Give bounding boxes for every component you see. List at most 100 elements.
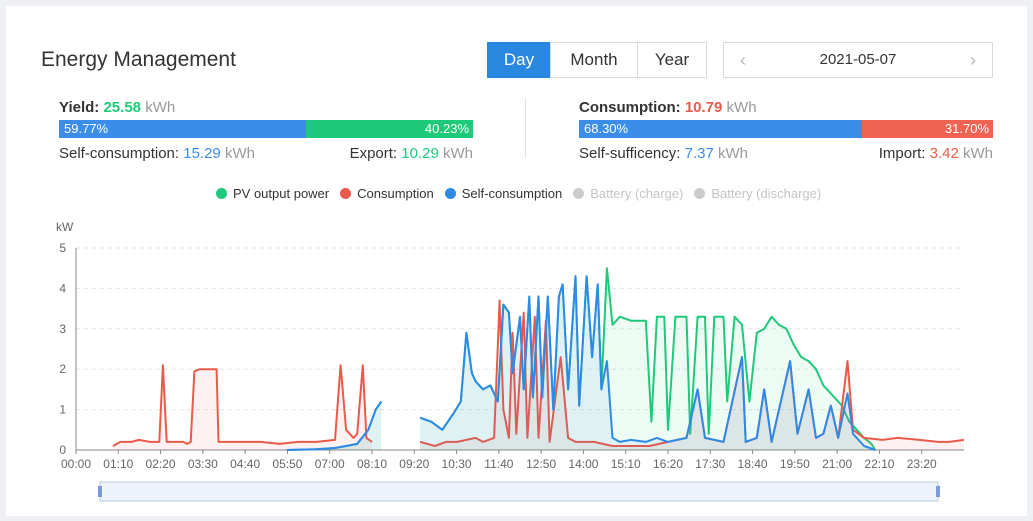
self-sufficiency-label: Self-sufficency: [579,145,681,162]
date-value[interactable]: 2021-05-07 [819,51,897,68]
import-stat: Import: 3.42 kWh [879,145,993,162]
x-tick-label: 15:10 [611,457,641,471]
series-area [113,365,372,450]
legend-self-consumption-label: Self-consumption [461,186,563,201]
consumption-value: 10.79 [684,99,723,116]
tab-day[interactable]: Day [487,42,551,78]
self-sufficiency-value: 7.37 [684,145,714,162]
battery-charge-dot-icon [573,188,585,199]
y-axis-ticks: 0 1 2 3 4 5 [59,241,66,457]
legend-consumption-label: Consumption [357,186,434,201]
yield-unit: kWh [145,99,176,116]
self-sufficiency-segment: 68.30% [579,120,862,138]
y-axis-label: kW [56,220,74,234]
page-title: Energy Management [41,48,236,71]
x-tick-label: 16:20 [653,457,683,471]
import-value: 3.42 [929,145,959,162]
y-tick-label: 1 [59,403,66,417]
x-tick-label: 18:40 [738,457,768,471]
series-line [286,400,383,451]
x-tick-label: 05:50 [272,457,302,471]
x-tick-label: 01:10 [103,457,133,471]
x-tick-label: 07:00 [315,457,345,471]
self-consumption-stat: Self-consumption: 15.29 kWh [59,145,255,162]
yield-self-segment: 59.77% [59,120,307,138]
yield-label: Yield: [59,99,100,116]
chevron-right-icon[interactable]: › [970,50,976,70]
self-consumption-value: 15.29 [183,145,221,162]
consumption-bar: 68.30% 31.70% [579,120,993,138]
x-tick-label: 10:30 [442,457,472,471]
export-value: 10.29 [401,145,439,162]
yield-summary: Yield: 25.58 kWh [59,99,175,116]
legend-pv[interactable]: PV output power [216,186,329,201]
period-selector: Day Month Year [487,42,707,78]
zoom-slider[interactable] [98,481,940,502]
x-tick-label: 03:30 [188,457,218,471]
export-stat: Export: 10.29 kWh [350,145,473,162]
x-tick-label: 11:40 [484,457,513,471]
zoom-handle-left[interactable] [98,486,102,497]
self-consumption-label: Self-consumption: [59,145,180,162]
self-sufficiency-stat: Self-sufficency: 7.37 kWh [579,145,748,162]
tab-year[interactable]: Year [637,42,707,78]
x-tick-label: 19:50 [780,457,810,471]
y-tick-label: 3 [59,322,66,336]
self-consumption-unit: kWh [224,145,255,162]
x-tick-label: 23:20 [907,457,937,471]
legend-pv-label: PV output power [233,186,330,201]
series-line [112,364,373,447]
consumption-unit: kWh [726,99,757,116]
chevron-left-icon[interactable]: ‹ [740,50,746,70]
export-unit: kWh [443,145,473,162]
series-area [286,401,382,450]
zoom-track[interactable] [99,481,939,502]
yield-bar: 59.77% 40.23% [59,120,473,138]
legend-consumption[interactable]: Consumption [340,186,434,201]
energy-card: Energy Management Day Month Year ‹ 2021-… [6,6,1027,516]
consumption-label: Consumption: [579,99,681,116]
x-tick-label: 21:00 [822,457,852,471]
legend-battery-charge-label: Battery (charge) [590,186,684,201]
series-line [419,275,876,451]
yield-export-segment: 40.23% [306,120,473,138]
self-sufficiency-unit: kWh [717,145,748,162]
consumption-summary: Consumption: 10.79 kWh [579,99,757,116]
x-tick-label: 00:00 [61,457,91,471]
x-tick-label: 12:50 [526,457,556,471]
series-area [420,300,965,450]
y-tick-label: 5 [59,241,66,255]
y-tick-label: 0 [59,443,66,457]
x-axis-ticks: 00:00 01:10 02:20 03:30 04:40 05:50 07:00 08:10… [61,450,937,471]
legend-battery-discharge[interactable]: Battery (discharge) [694,186,821,201]
legend-battery-discharge-label: Battery (discharge) [711,186,822,201]
import-unit: kWh [963,145,993,162]
x-tick-label: 02:20 [146,457,176,471]
x-tick-label: 09:20 [399,457,429,471]
consumption-dot-icon [340,188,352,199]
zoom-handle-right[interactable] [936,486,940,497]
x-tick-label: 04:40 [230,457,260,471]
y-tick-label: 4 [59,281,66,295]
power-chart[interactable]: kW 0 1 2 3 4 5 00:00 01:10 02:20 03:30 04:40 05:50… [6,216,1027,512]
legend-battery-charge[interactable]: Battery (charge) [573,186,683,201]
x-tick-label: 22:10 [864,457,894,471]
x-tick-label: 14:00 [568,457,598,471]
import-segment: 31.70% [861,120,993,138]
self-consumption-dot-icon [444,188,456,199]
y-tick-label: 2 [59,362,66,376]
import-label: Import: [878,145,926,162]
yield-value: 25.58 [103,99,142,116]
legend-self-consumption[interactable]: Self-consumption [444,186,563,201]
tab-month[interactable]: Month [550,42,638,78]
date-picker[interactable]: ‹ 2021-05-07 › [723,42,993,78]
export-label: Export: [349,145,398,162]
battery-discharge-dot-icon [694,188,706,199]
series-area [420,276,876,450]
chart-series [112,267,965,451]
x-tick-label: 17:30 [695,457,725,471]
pv-dot-icon [216,188,227,199]
chart-legend: PV output power Consumption Self-consump… [216,186,832,201]
x-tick-label: 08:10 [357,457,387,471]
series-area [286,401,382,450]
